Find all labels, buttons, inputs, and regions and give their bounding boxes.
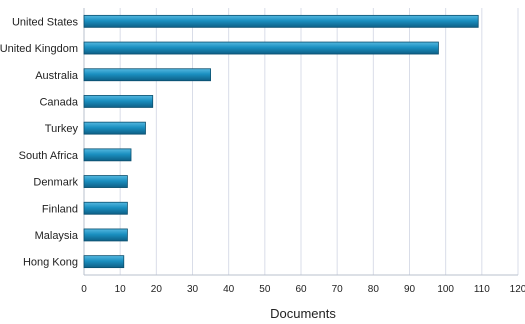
bar — [83, 148, 132, 162]
category-label: South Africa — [19, 150, 79, 162]
x-tick-label: 50 — [259, 284, 271, 295]
x-tick-label: 40 — [223, 284, 235, 295]
x-tick-label: 70 — [332, 284, 344, 295]
category-labels: United States United Kingdom Australia Cana… — [0, 16, 79, 268]
category-label: Malaysia — [35, 230, 79, 242]
category-label: Canada — [39, 96, 78, 108]
category-label: United Kingdom — [0, 43, 78, 55]
bar — [83, 68, 211, 82]
bar — [83, 228, 128, 242]
bar — [83, 121, 146, 135]
category-label: Australia — [35, 70, 79, 82]
bar — [83, 14, 479, 28]
category-label: Denmark — [33, 177, 78, 189]
category-label: United States — [12, 16, 79, 28]
x-tick-label: 20 — [151, 284, 163, 295]
bar — [83, 175, 128, 188]
x-tick-labels: 0 10 20 30 40 50 60 70 80 90 100 110 120 — [81, 284, 525, 295]
x-tick-label: 30 — [187, 284, 199, 295]
x-tick-label: 100 — [437, 284, 454, 295]
category-label: Finland — [42, 203, 78, 215]
bar — [83, 255, 125, 269]
bar — [83, 201, 128, 215]
x-tick-label: 0 — [81, 284, 87, 295]
bars — [83, 14, 479, 269]
x-tick-label: 90 — [404, 284, 416, 295]
x-axis-title: Documents — [270, 306, 336, 321]
bar — [83, 95, 154, 108]
bar — [83, 41, 439, 55]
x-tick-label: 110 — [474, 284, 490, 295]
x-tick-label: 80 — [368, 284, 380, 295]
x-tick-label: 10 — [115, 284, 127, 295]
category-label: Hong Kong — [23, 257, 78, 269]
x-tick-label: 60 — [295, 284, 307, 295]
category-label: Turkey — [45, 123, 79, 135]
x-tick-label: 120 — [510, 284, 525, 295]
